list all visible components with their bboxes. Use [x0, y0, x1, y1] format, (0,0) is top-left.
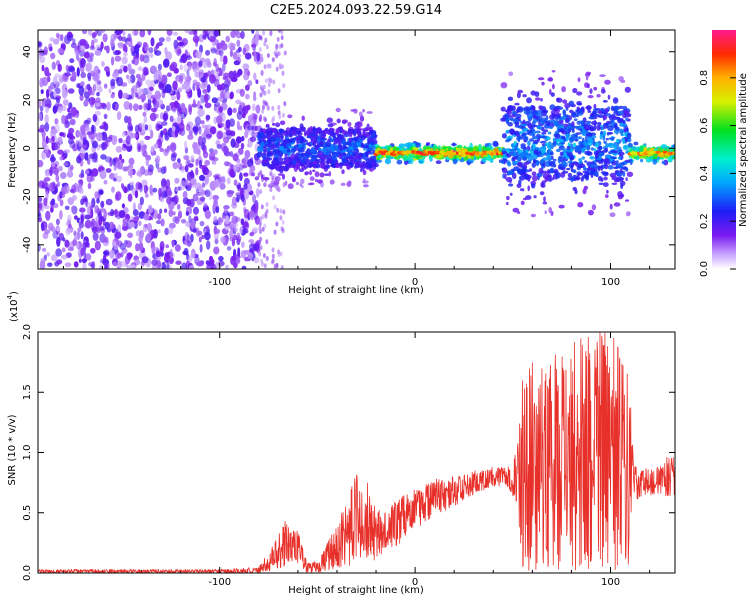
snr-ylabel: SNR (10 * v/v) — [7, 414, 18, 485]
snr-ytick-label: 1.0 — [22, 445, 33, 461]
spectrogram-ytick-label: 0 — [22, 145, 33, 151]
spectrogram-ytick-label: -40 — [22, 237, 33, 253]
figure-title: C2E5.2024.093.22.59.G14 — [270, 3, 442, 18]
snr-multiplier-base: (x10 — [9, 299, 20, 322]
spectrogram-image — [38, 30, 675, 269]
spectrogram-xtick-label: 100 — [601, 277, 620, 288]
colorbar: 0.0 0.2 0.4 0.6 0.8 Normalized spectral ampl… — [699, 30, 749, 277]
colorbar-tick-label: 0.4 — [699, 165, 710, 181]
spectrogram-region-0 — [38, 30, 288, 269]
spectrogram-frame — [37, 29, 676, 270]
spectrogram-region-4 — [627, 141, 675, 166]
spectrogram-panel: -100 0 100 -40 -20 0 20 40 Frequency (Hz) Heigh… — [7, 29, 676, 573]
snr-panel: -100 0 100 0.0 0.5 1.0 1.5 2.0 SNR (10 * v/v) (… — [6, 291, 676, 596]
spectrogram-region-1 — [256, 107, 379, 190]
colorbar-tick-label: 0.2 — [699, 213, 710, 229]
spectrogram-ytick-label: -20 — [22, 188, 33, 204]
colorbar-tick-label: 0.0 — [699, 261, 710, 277]
snr-series — [38, 332, 675, 573]
spectrogram-region-3 — [500, 70, 634, 218]
spectrogram-region-2 — [373, 140, 506, 166]
snr-xtick-label: 100 — [601, 577, 620, 588]
snr-ytick-label: 0.0 — [22, 565, 33, 581]
colorbar-gradient — [712, 30, 736, 269]
colorbar-ticks: 0.0 0.2 0.4 0.6 0.8 — [699, 70, 736, 277]
spectrogram-ylabel: Frequency (Hz) — [7, 112, 18, 188]
svg-text:(x104): (x104) — [6, 291, 20, 322]
colorbar-tick-label: 0.8 — [699, 70, 710, 86]
snr-ytick-label: 1.5 — [22, 384, 33, 400]
spectrogram-xtick-label: -100 — [208, 277, 231, 288]
snr-xlabel: Height of straight line (km) — [288, 585, 424, 596]
snr-series-line — [38, 332, 675, 573]
spectrogram-xtick-label: 0 — [412, 277, 418, 288]
spectrogram-ticks: -100 0 100 -40 -20 0 20 40 — [22, 30, 675, 573]
snr-ticks: -100 0 100 0.0 0.5 1.0 1.5 2.0 — [22, 324, 675, 588]
snr-multiplier-close: ) — [9, 291, 20, 295]
spectrogram-ytick-label: 40 — [22, 45, 33, 58]
snr-xtick-label: 0 — [412, 577, 418, 588]
snr-ytick-label: 0.5 — [22, 505, 33, 521]
snr-xtick-label: -100 — [208, 577, 231, 588]
snr-ytick-label: 2.0 — [22, 324, 33, 340]
spectrogram-xlabel: Height of straight line (km) — [288, 285, 424, 296]
spectrogram-ytick-label: 20 — [22, 94, 33, 107]
colorbar-tick-label: 0.6 — [699, 118, 710, 134]
colorbar-label: Normalized spectral amplitude — [738, 73, 749, 227]
snr-multiplier: (x104) — [6, 291, 20, 322]
snr-multiplier-exp: 4 — [6, 294, 14, 299]
